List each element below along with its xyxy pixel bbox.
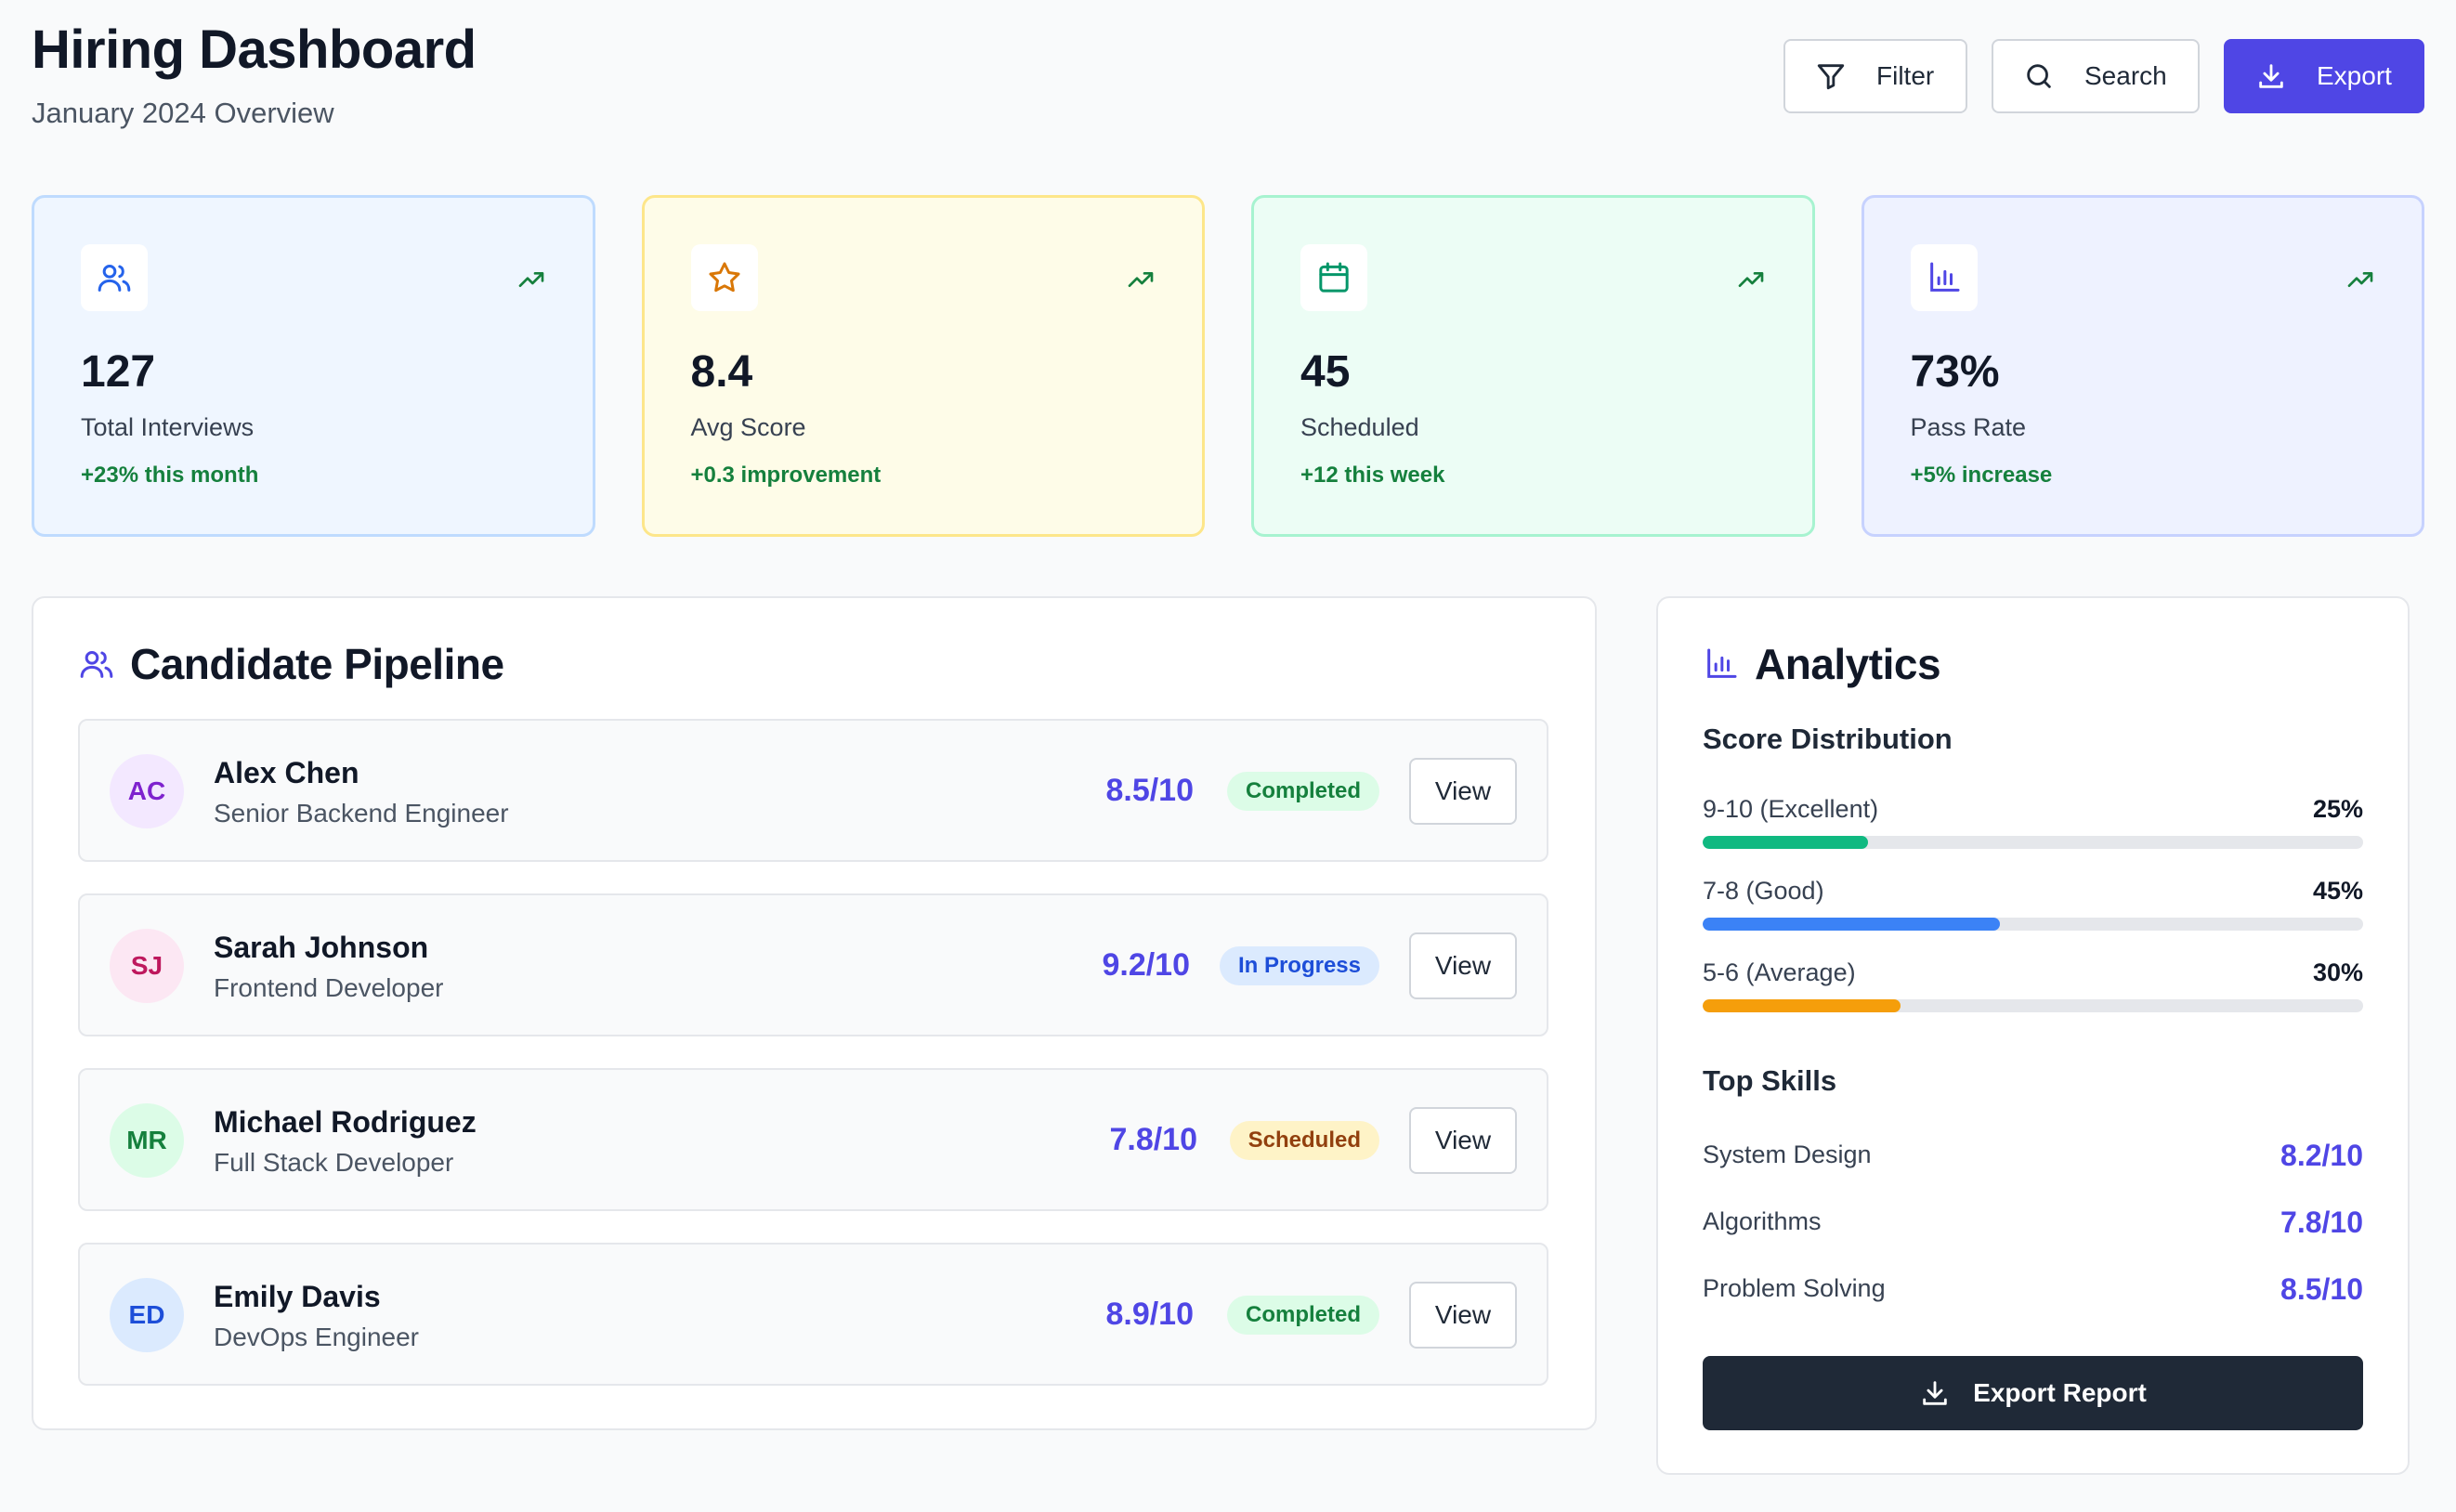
skill-name: Algorithms bbox=[1703, 1207, 1822, 1235]
skill-score: 7.8/10 bbox=[2280, 1206, 2363, 1239]
export-button[interactable]: Export bbox=[2224, 39, 2424, 113]
distribution-value: 45% bbox=[2312, 877, 2363, 905]
star-icon bbox=[690, 244, 758, 311]
candidate-name: Alex Chen bbox=[214, 756, 359, 789]
trending-up-icon bbox=[518, 272, 543, 287]
view-button[interactable]: View bbox=[1409, 1107, 1517, 1174]
view-button[interactable]: View bbox=[1409, 932, 1517, 999]
export-report-button[interactable]: Export Report bbox=[1703, 1356, 2363, 1430]
candidate-row[interactable]: ED Emily Davis DevOps Engineer 8.9/10 Co… bbox=[78, 1243, 1548, 1386]
filter-icon bbox=[1815, 60, 1847, 92]
progress-track bbox=[1703, 999, 2363, 1012]
stat-value: 73% bbox=[1910, 347, 2000, 397]
export-report-label: Export Report bbox=[1973, 1378, 2147, 1407]
skill-name: System Design bbox=[1703, 1141, 1872, 1168]
candidate-role: Frontend Developer bbox=[214, 973, 444, 1002]
candidate-role: Senior Backend Engineer bbox=[214, 799, 509, 828]
search-icon bbox=[2023, 60, 2055, 92]
candidate-score: 8.9/10 bbox=[1105, 1297, 1194, 1332]
candidate-role: Full Stack Developer bbox=[214, 1148, 454, 1177]
stat-delta: +23% this month bbox=[81, 463, 259, 488]
distribution-label: 7-8 (Good) bbox=[1703, 877, 1824, 905]
view-button[interactable]: View bbox=[1409, 758, 1517, 825]
calendar-icon bbox=[1300, 244, 1367, 311]
filter-button-label: Filter bbox=[1876, 61, 1935, 90]
analytics-panel: Analytics Score Distribution 9-10 (Excel… bbox=[1656, 596, 2410, 1475]
top-skills-title: Top Skills bbox=[1703, 1064, 1837, 1097]
candidate-name: Sarah Johnson bbox=[214, 931, 429, 964]
status-badge: Completed bbox=[1226, 772, 1379, 811]
stat-value: 127 bbox=[81, 347, 156, 397]
candidate-score: 8.5/10 bbox=[1105, 773, 1194, 808]
status-badge: Completed bbox=[1226, 1296, 1379, 1335]
bar-chart-icon bbox=[1707, 648, 1737, 678]
skill-score: 8.2/10 bbox=[2280, 1139, 2363, 1172]
stat-card-scheduled: 45 Scheduled +12 this week bbox=[1251, 195, 1815, 537]
trending-up-icon bbox=[2347, 272, 2373, 287]
stat-card-total-interviews: 127 Total Interviews +23% this month bbox=[32, 195, 595, 537]
stat-label: Scheduled bbox=[1300, 413, 1419, 441]
toolbar: Filter Search Export bbox=[1783, 39, 2424, 113]
stat-label: Total Interviews bbox=[81, 413, 255, 441]
candidate-pipeline-panel: Candidate Pipeline AC Alex Chen Senior B… bbox=[32, 596, 1597, 1430]
stat-delta: +12 this week bbox=[1300, 463, 1445, 488]
avatar: ED bbox=[110, 1278, 184, 1352]
page-subtitle: January 2024 Overview bbox=[32, 97, 334, 129]
stat-card-pass-rate: 73% Pass Rate +5% increase bbox=[1861, 195, 2424, 537]
distribution-label: 9-10 (Excellent) bbox=[1703, 795, 1879, 823]
page-title: Hiring Dashboard bbox=[32, 20, 477, 80]
download-icon bbox=[2255, 60, 2287, 92]
candidate-role: DevOps Engineer bbox=[214, 1323, 420, 1351]
analytics-title: Analytics bbox=[1703, 639, 1941, 689]
progress-track bbox=[1703, 918, 2363, 931]
progress-fill bbox=[1703, 999, 1901, 1012]
pipeline-title-text: Candidate Pipeline bbox=[130, 640, 504, 688]
skill-name: Problem Solving bbox=[1703, 1274, 1886, 1302]
stat-value: 45 bbox=[1300, 347, 1351, 397]
candidate-name: Emily Davis bbox=[214, 1280, 381, 1313]
pipeline-title: Candidate Pipeline bbox=[78, 639, 504, 689]
avatar: SJ bbox=[110, 929, 184, 1003]
candidate-row[interactable]: SJ Sarah Johnson Frontend Developer 9.2/… bbox=[78, 893, 1548, 1036]
search-button[interactable]: Search bbox=[1992, 39, 2200, 113]
distribution-value: 30% bbox=[2312, 958, 2363, 986]
stat-value: 8.4 bbox=[690, 347, 753, 397]
stat-label: Pass Rate bbox=[1910, 413, 2027, 441]
search-button-label: Search bbox=[2084, 61, 2167, 90]
distribution-label: 5-6 (Average) bbox=[1703, 958, 1856, 986]
stat-delta: +0.3 improvement bbox=[690, 463, 882, 488]
status-badge: In Progress bbox=[1219, 946, 1379, 985]
users-icon bbox=[80, 651, 113, 678]
candidate-name: Michael Rodriguez bbox=[214, 1105, 477, 1139]
candidate-row[interactable]: MR Michael Rodriguez Full Stack Develope… bbox=[78, 1068, 1548, 1211]
distribution-value: 25% bbox=[2312, 795, 2363, 823]
header: Hiring Dashboard January 2024 Overview F… bbox=[32, 0, 2424, 186]
bar-chart-icon bbox=[1910, 244, 1978, 311]
skill-score: 8.5/10 bbox=[2280, 1272, 2363, 1306]
status-badge: Scheduled bbox=[1229, 1121, 1379, 1160]
export-button-label: Export bbox=[2317, 61, 2392, 90]
progress-fill bbox=[1703, 918, 2000, 931]
stat-label: Avg Score bbox=[690, 413, 806, 441]
stat-delta: +5% increase bbox=[1910, 463, 2053, 488]
users-icon bbox=[81, 244, 148, 311]
stat-cards: 127 Total Interviews +23% this month 8.4… bbox=[32, 195, 2424, 537]
avatar: AC bbox=[110, 754, 184, 828]
download-icon bbox=[1923, 1381, 1947, 1405]
view-button[interactable]: View bbox=[1409, 1282, 1517, 1349]
avatar: MR bbox=[110, 1103, 184, 1178]
trending-up-icon bbox=[1128, 272, 1154, 287]
trending-up-icon bbox=[1738, 272, 1763, 287]
stat-card-avg-score: 8.4 Avg Score +0.3 improvement bbox=[641, 195, 1205, 537]
score-distribution-title: Score Distribution bbox=[1703, 723, 1953, 755]
candidate-score: 7.8/10 bbox=[1109, 1122, 1197, 1157]
analytics-title-text: Analytics bbox=[1755, 640, 1941, 688]
progress-track bbox=[1703, 836, 2363, 849]
candidate-score: 9.2/10 bbox=[1102, 947, 1190, 983]
progress-fill bbox=[1703, 836, 1868, 849]
filter-button[interactable]: Filter bbox=[1783, 39, 1967, 113]
candidate-row[interactable]: AC Alex Chen Senior Backend Engineer 8.5… bbox=[78, 719, 1548, 862]
